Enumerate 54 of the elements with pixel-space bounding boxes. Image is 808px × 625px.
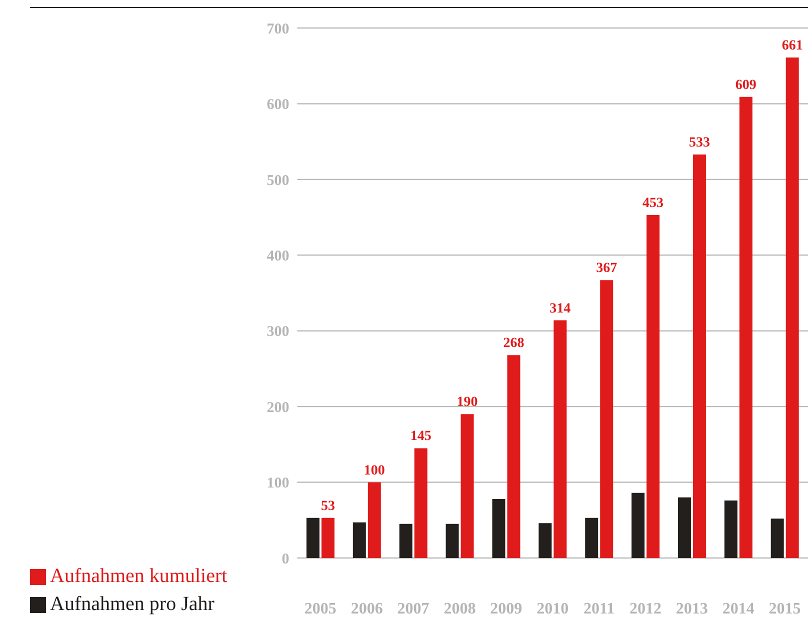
bar [692,154,706,558]
bar [600,280,614,558]
x-tick-label: 2010 [536,600,569,618]
x-tick-label: 2005 [304,600,336,618]
data-label: 367 [596,261,618,276]
y-tick-label: 0 [282,551,290,568]
bar [507,355,520,558]
data-label: 190 [456,395,478,410]
y-tick-label: 300 [266,324,290,340]
x-tick-label: 2007 [397,600,430,618]
bar [786,58,799,558]
bar [399,524,412,558]
x-tick-label: 2013 [676,600,708,618]
x-tick-label: 2011 [583,600,615,618]
bar [306,518,320,558]
data-label: 53 [320,498,335,514]
y-tick-label: 600 [266,97,290,114]
data-label: 453 [642,196,664,212]
data-label: 314 [550,301,571,316]
x-tick-label: 2008 [444,600,476,618]
x-tick-label: 2006 [350,600,383,618]
data-label: 609 [735,78,756,93]
bar [724,500,738,558]
y-tick-label: 500 [266,172,290,189]
bar [585,518,598,558]
data-label: 533 [688,135,710,150]
bar [646,215,660,558]
bar [460,414,474,558]
data-label: 145 [410,429,432,444]
bar [739,96,752,558]
bar [368,482,381,558]
legend-label: Aufnahmen kumuliert [50,565,228,587]
x-tick-label: 2015 [768,600,801,618]
y-tick-label: 400 [266,248,290,264]
bar [632,492,645,558]
bar [414,448,428,558]
y-tick-label: 200 [266,400,290,416]
x-tick-label: 2014 [722,600,754,618]
bar [446,524,459,558]
bar [770,518,784,558]
bar [492,498,506,558]
bar [678,497,691,558]
bar [352,522,366,558]
bar [321,518,334,558]
y-tick-label: 700 [266,21,290,38]
y-tick-label: 100 [266,476,290,492]
x-tick-label: 2009 [490,600,522,618]
bar [538,523,552,558]
data-label: 100 [364,463,385,478]
data-label: 661 [782,38,803,54]
x-tick-label: 2012 [629,600,662,618]
bar [554,320,567,558]
legend-label: Aufnahmen pro Jahr [50,593,214,615]
data-label: 268 [503,336,524,352]
